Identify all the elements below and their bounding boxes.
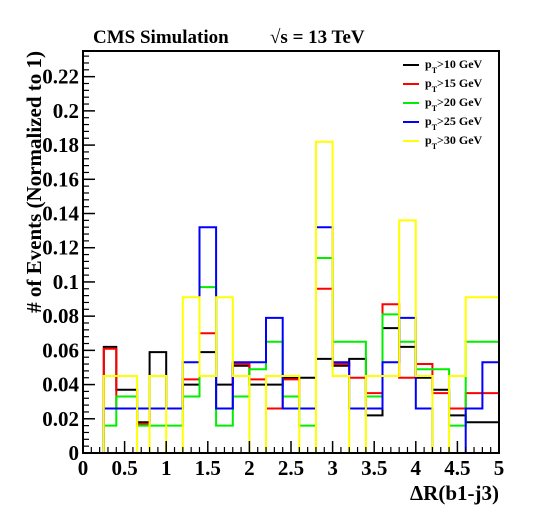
x-tick-label: 5 — [494, 456, 505, 480]
y-tick-label: 0.22 — [42, 65, 79, 89]
y-tick-label: 0.02 — [42, 407, 79, 431]
x-tick-label: 4 — [411, 456, 422, 480]
energy-label: √s = 13 TeV — [270, 27, 365, 48]
y-tick-label: 0.18 — [42, 133, 79, 157]
y-tick-label: 0.2 — [53, 99, 79, 123]
y-tick-label: 0.12 — [42, 236, 79, 260]
x-tick-label: 2 — [244, 456, 255, 480]
x-tick-label: 1.5 — [195, 456, 221, 480]
y-tick-label: 0.16 — [42, 167, 79, 191]
y-axis-label: # of Events (Normalized to 1) — [22, 51, 46, 313]
y-tick-label: 0.06 — [42, 338, 79, 362]
x-tick-label: 0.5 — [111, 456, 137, 480]
x-axis-label: ΔR(b1-j3) — [410, 481, 499, 505]
y-tick-label: 0.14 — [42, 202, 79, 226]
y-tick-label: 0 — [69, 441, 80, 465]
y-tick-label: 0.1 — [53, 270, 79, 294]
x-tick-label: 3 — [327, 456, 338, 480]
x-tick-label: 3.5 — [361, 456, 387, 480]
x-tick-label: 4.5 — [444, 456, 470, 480]
x-tick-label: 2.5 — [278, 456, 304, 480]
x-tick-label: 1 — [161, 456, 172, 480]
y-tick-label: 0.04 — [42, 373, 79, 397]
experiment-label: CMS Simulation — [93, 27, 229, 48]
x-tick-label: 0 — [78, 456, 89, 480]
y-tick-label: 0.08 — [42, 304, 79, 328]
